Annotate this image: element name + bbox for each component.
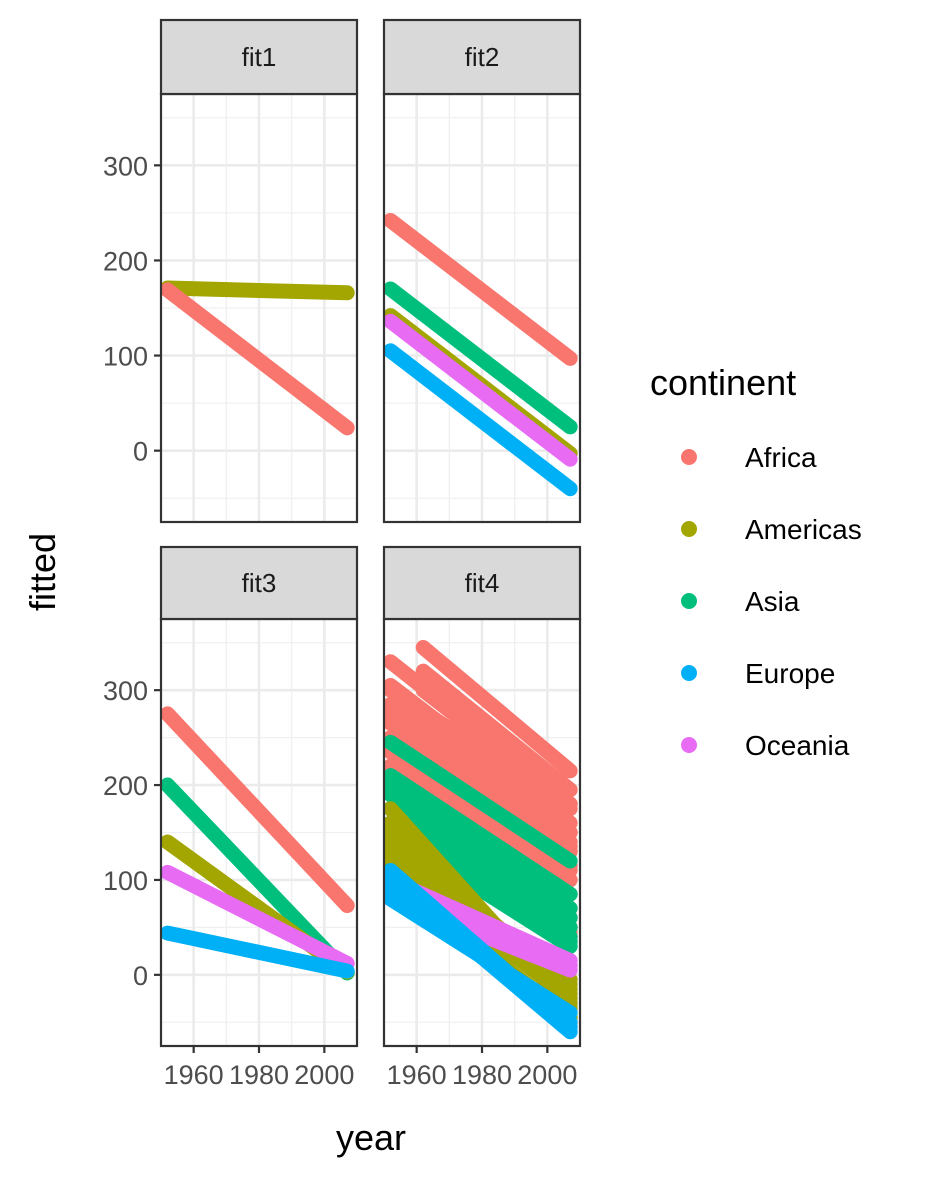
fitted-line [415, 739, 578, 859]
fitted-line [415, 663, 578, 798]
legend-entry-europe: Europe [681, 658, 835, 689]
legend-entry-americas: Americas [681, 514, 862, 545]
legend-key [681, 449, 697, 465]
x-tick-label: 1960 [164, 1060, 224, 1090]
y-tick-label: 100 [103, 866, 148, 896]
fitted-line [384, 313, 578, 467]
series-oceania [161, 864, 355, 971]
facet-panel-fit1: fit1 [159, 18, 359, 524]
strip-label: fit2 [465, 42, 500, 72]
legend-entry-oceania: Oceania [681, 730, 850, 761]
x-tick-label: 1980 [452, 1060, 512, 1090]
fitted-line [161, 864, 355, 971]
fitted-line [384, 768, 578, 902]
panel-data [384, 639, 578, 1040]
fitted-line [384, 734, 578, 869]
fitted-line [415, 720, 578, 840]
strip-label: fit3 [242, 568, 277, 598]
legend-label: Americas [745, 514, 862, 545]
legend-label: Asia [745, 586, 800, 617]
series-africa [161, 706, 355, 914]
legend-title: continent [650, 362, 796, 403]
series-europe [384, 862, 578, 1040]
fitted-line [161, 280, 355, 301]
fitted-line [415, 768, 578, 878]
y-tick-label: 100 [103, 342, 148, 372]
y-tick-label: 200 [103, 246, 148, 276]
series-americas [161, 280, 355, 301]
series-africa [161, 282, 355, 436]
y-tick-label: 200 [103, 771, 148, 801]
legend-key [681, 737, 697, 753]
fitted-line [415, 639, 578, 779]
legend-label: Oceania [745, 730, 850, 761]
legend: continent Africa Americas Asia Europe Oceani… [650, 362, 862, 761]
legend-key [681, 593, 697, 609]
y-axis-title: fitted [22, 533, 63, 611]
fitted-line [384, 343, 578, 497]
panel-grid [160, 94, 358, 522]
facet-panel-fit3: fit3 [159, 545, 359, 1048]
y-tick-label: 0 [133, 437, 148, 467]
fitted-line [384, 782, 578, 916]
strip-background [159, 18, 359, 96]
panel-data [161, 280, 355, 436]
legend-entries: Africa Americas Asia Europe Oceania [681, 442, 862, 761]
fitted-line [384, 281, 578, 435]
series-oceania [384, 313, 578, 467]
legend-entry-asia: Asia [681, 586, 800, 617]
y-tick-label: 300 [103, 676, 148, 706]
panel-data [161, 706, 355, 981]
panels-layer: fit1 fit2 fit3 fit4 [159, 18, 582, 1048]
fitted-line [384, 891, 578, 1021]
panel-data [384, 212, 578, 497]
x-tick-label: 2000 [294, 1060, 354, 1090]
x-tick-label: 1980 [229, 1060, 289, 1090]
fitted-line [415, 682, 578, 812]
fitted-line [161, 925, 355, 979]
x-axis-title: year [336, 1117, 406, 1158]
legend-label: Africa [745, 442, 817, 473]
fitted-line [161, 282, 355, 436]
legend-key [681, 521, 697, 537]
x-tick-label: 2000 [517, 1060, 577, 1090]
y-tick-label: 0 [133, 961, 148, 991]
strip-label: fit1 [242, 42, 277, 72]
facet-panel-fit4: fit4 [382, 545, 582, 1048]
fitted-line [161, 706, 355, 914]
y-tick-label: 300 [103, 151, 148, 181]
series-africa [384, 212, 578, 366]
strip-background [382, 545, 582, 621]
facet-panel-fit2: fit2 [382, 18, 582, 524]
legend-label: Europe [745, 658, 835, 689]
strip-background [159, 545, 359, 621]
series-asia [384, 281, 578, 435]
series-europe [161, 925, 355, 979]
x-tick-label: 1960 [387, 1060, 447, 1090]
strip-background [382, 18, 582, 96]
legend-key [681, 665, 697, 681]
panel-grid [160, 619, 358, 1046]
series-europe [384, 343, 578, 497]
strip-label: fit4 [465, 568, 500, 598]
fitted-line [384, 212, 578, 366]
legend-entry-africa: Africa [681, 442, 817, 473]
